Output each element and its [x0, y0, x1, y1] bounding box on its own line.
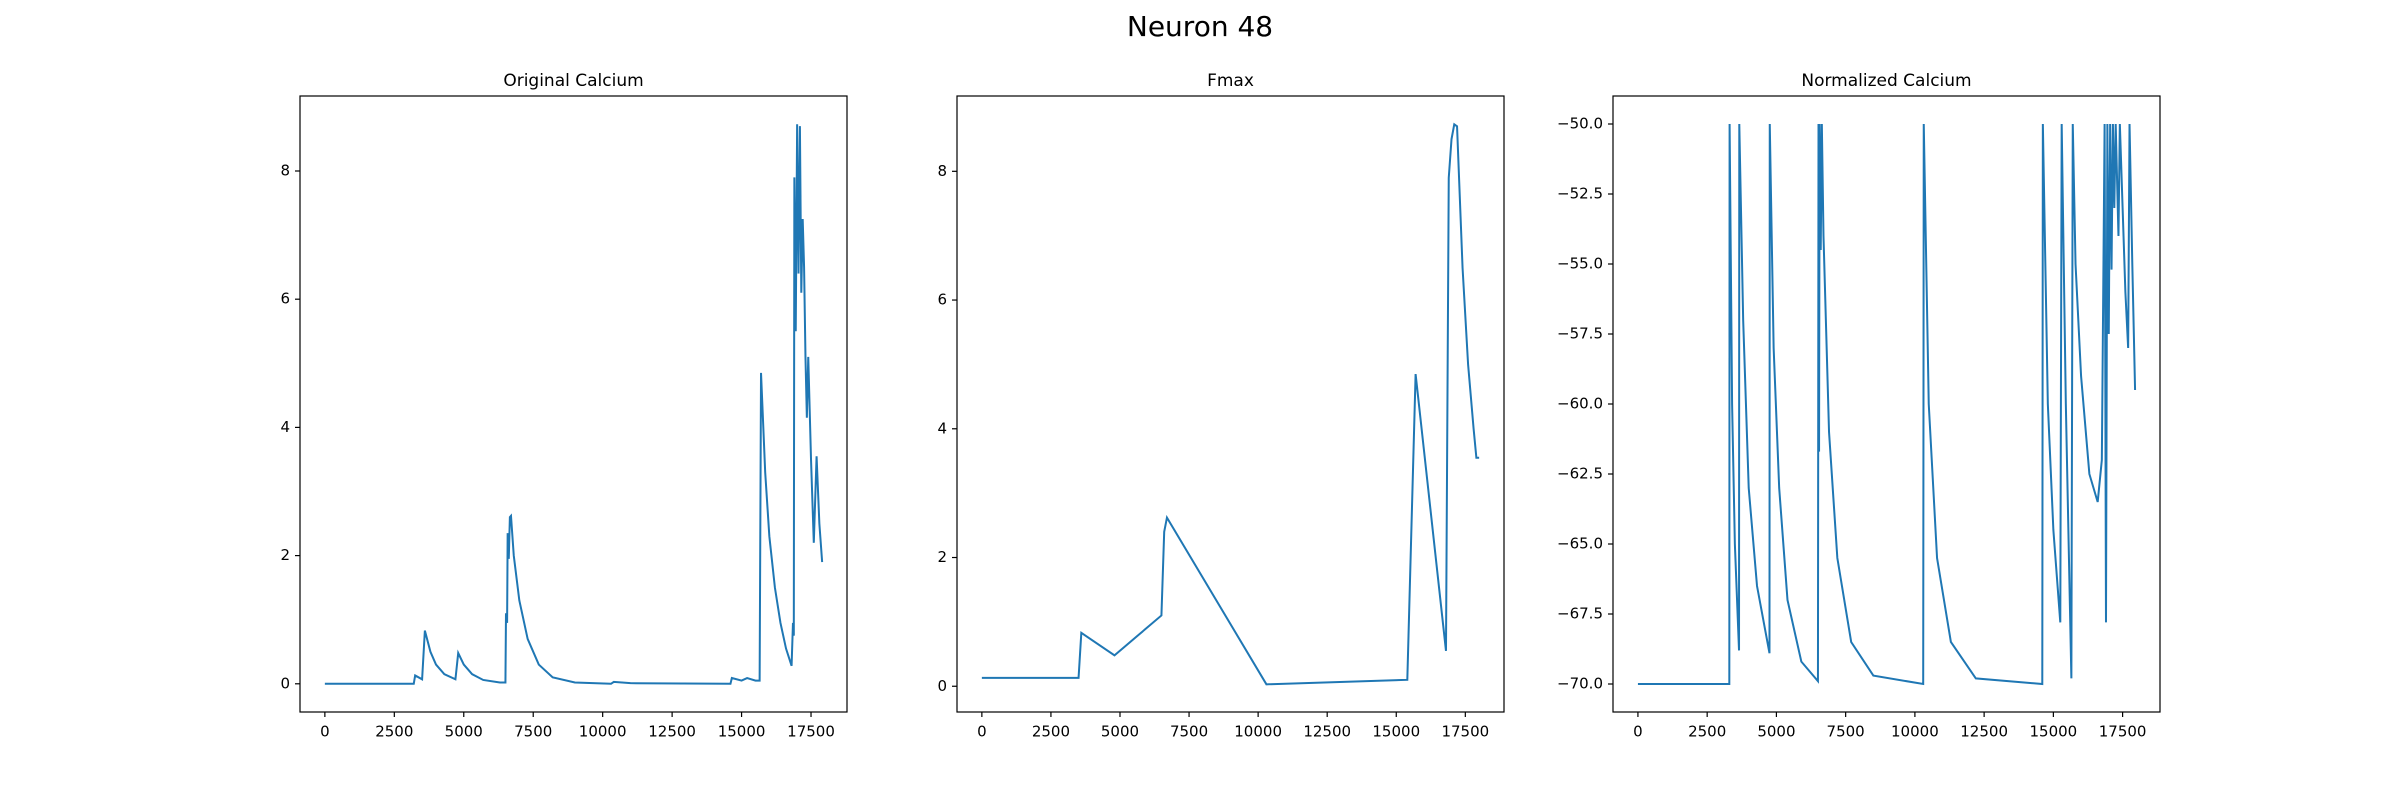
- x-tick-label: 10000: [579, 723, 627, 741]
- figure-title: Neuron 48: [1127, 10, 1273, 43]
- y-tick-label: 6: [937, 291, 947, 309]
- x-tick-label: 0: [977, 723, 987, 741]
- x-tick-label: 15000: [1372, 723, 1420, 741]
- x-tick-label: 12500: [1303, 723, 1351, 741]
- y-tick-label: −70.0: [1557, 675, 1603, 693]
- x-tick-label: 15000: [718, 723, 766, 741]
- axes-title: Fmax: [1207, 71, 1254, 91]
- y-tick-label: 4: [280, 418, 290, 436]
- y-tick-label: 0: [937, 677, 947, 695]
- x-tick-label: 2500: [1032, 723, 1070, 741]
- x-tick-label: 15000: [2030, 723, 2078, 741]
- y-tick-label: 0: [280, 674, 290, 692]
- x-tick-label: 0: [320, 723, 330, 741]
- x-tick-label: 17500: [787, 723, 835, 741]
- y-tick-label: 4: [937, 419, 947, 437]
- axes-title: Normalized Calcium: [1801, 71, 1971, 91]
- x-tick-label: 10000: [1234, 723, 1282, 741]
- x-tick-label: 17500: [1441, 723, 1489, 741]
- axes-frame: [299, 95, 848, 713]
- x-tick-label: 17500: [2099, 723, 2147, 741]
- x-tick-label: 0: [1633, 723, 1643, 741]
- y-tick-label: 2: [937, 548, 947, 566]
- y-tick-label: −50.0: [1557, 115, 1603, 133]
- y-tick-label: −65.0: [1557, 535, 1603, 553]
- x-tick-label: 12500: [1960, 723, 2008, 741]
- y-tick-label: −60.0: [1557, 395, 1603, 413]
- y-tick-label: 8: [280, 161, 290, 179]
- x-tick-label: 7500: [514, 723, 552, 741]
- y-tick-label: 6: [280, 290, 290, 308]
- y-tick-label: −67.5: [1557, 605, 1603, 623]
- data-line: [981, 122, 1480, 686]
- y-tick-label: −62.5: [1557, 465, 1603, 483]
- x-tick-label: 10000: [1891, 723, 1939, 741]
- x-tick-label: 2500: [375, 723, 413, 741]
- x-tick-label: 5000: [1101, 723, 1139, 741]
- data-line: [1637, 123, 2137, 686]
- x-tick-label: 2500: [1688, 723, 1726, 741]
- x-tick-label: 7500: [1827, 723, 1865, 741]
- y-tick-label: −52.5: [1557, 185, 1603, 203]
- y-tick-label: 8: [937, 162, 947, 180]
- axes-frame: [956, 95, 1505, 713]
- y-tick-label: −55.0: [1557, 255, 1603, 273]
- y-tick-label: 2: [280, 546, 290, 564]
- data-line: [324, 124, 824, 685]
- x-tick-label: 5000: [445, 723, 483, 741]
- y-tick-label: −57.5: [1557, 325, 1603, 343]
- axes-frame: [1612, 95, 2161, 713]
- x-tick-label: 12500: [648, 723, 696, 741]
- x-tick-label: 5000: [1757, 723, 1795, 741]
- x-tick-label: 7500: [1170, 723, 1208, 741]
- axes-title: Original Calcium: [503, 71, 643, 91]
